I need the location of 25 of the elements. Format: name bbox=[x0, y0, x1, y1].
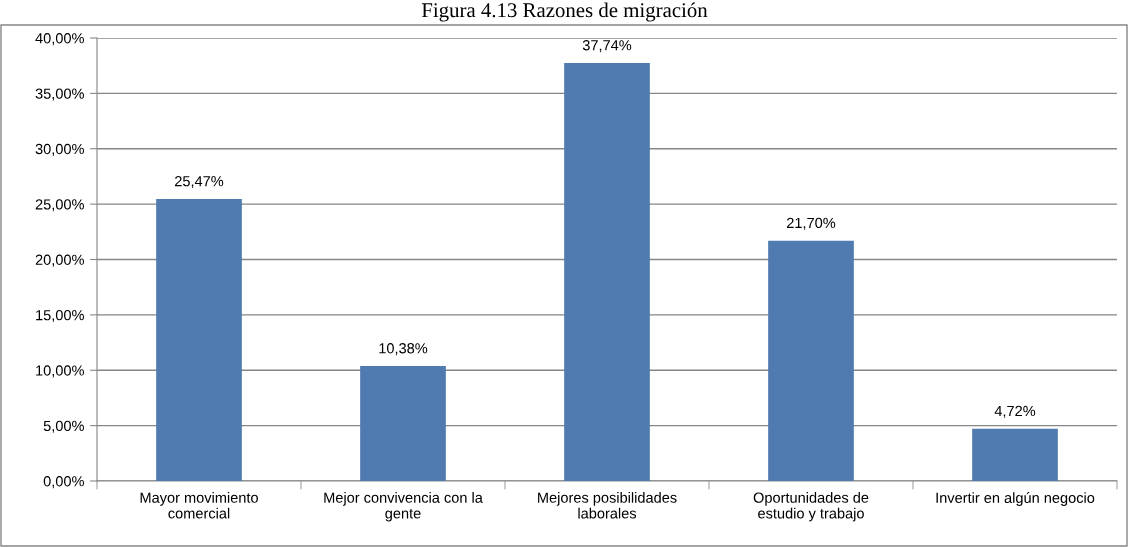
data-label: 21,70% bbox=[787, 217, 836, 230]
x-tick-label: Mejor convivencia con la gente bbox=[324, 492, 483, 522]
x-tick-label: Mejores posibilidades laborales bbox=[538, 492, 677, 519]
bar bbox=[768, 240, 854, 481]
bar bbox=[564, 63, 650, 481]
y-tick-label: 20,00% bbox=[35, 254, 84, 267]
bar bbox=[360, 366, 446, 481]
data-label: 25,47% bbox=[175, 175, 224, 189]
data-label: 10,38% bbox=[379, 343, 428, 356]
y-tick-label: 10,00% bbox=[36, 365, 84, 378]
data-label: 4,72% bbox=[994, 405, 1036, 418]
y-tick-label: 40,00% bbox=[35, 33, 84, 46]
x-tick-label: Invertir en algún negocio bbox=[936, 492, 1095, 506]
bar bbox=[972, 428, 1058, 481]
y-tick-label: 35,00% bbox=[35, 88, 84, 101]
y-tick-label: 30,00% bbox=[35, 143, 84, 156]
data-label: 37,74% bbox=[582, 40, 632, 53]
y-tick-label: 0,00% bbox=[43, 476, 84, 489]
chart-title: Figura 4.13 Razones de migración bbox=[421, 2, 708, 22]
y-tick-label: 25,00% bbox=[35, 199, 84, 212]
y-tick-label: 15,00% bbox=[36, 309, 84, 323]
x-tick-label: Oportunidades de estudio y trabajo bbox=[753, 492, 869, 522]
y-tick-label: 5,00% bbox=[43, 420, 84, 433]
bar bbox=[156, 198, 242, 481]
x-tick-label: Mayor movimiento comercial bbox=[140, 492, 258, 519]
